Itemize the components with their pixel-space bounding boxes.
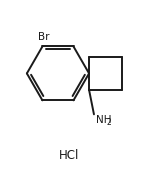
Text: NH: NH [96,115,112,125]
Text: Br: Br [38,32,50,42]
Text: 2: 2 [106,118,111,127]
Text: HCl: HCl [59,149,80,162]
